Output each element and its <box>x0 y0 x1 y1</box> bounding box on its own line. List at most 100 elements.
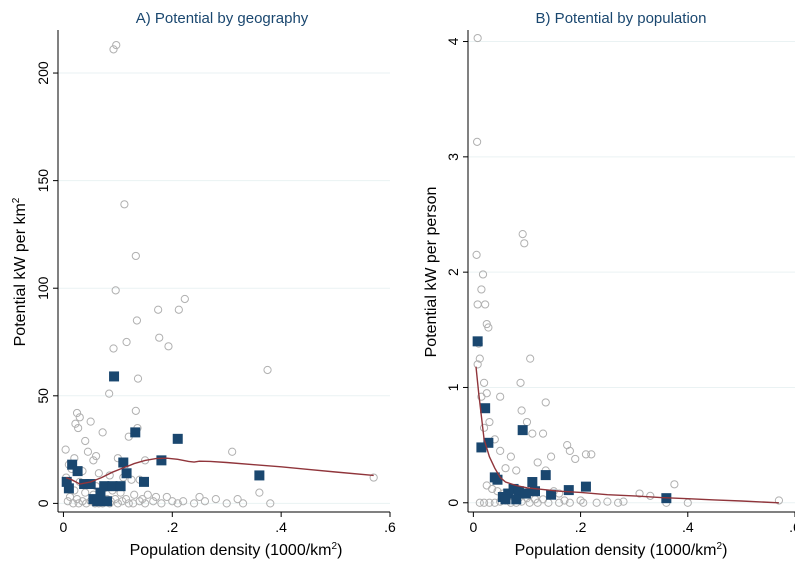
scatter-point <box>149 497 158 506</box>
scatter-point <box>473 33 482 43</box>
scatter-point <box>112 40 121 50</box>
highlight-square <box>530 486 541 497</box>
highlight-square <box>67 459 78 470</box>
scatter-point <box>109 344 118 353</box>
highlight-square <box>107 481 118 492</box>
y-tick-label: 0 <box>445 499 461 507</box>
scatter-point <box>81 436 90 446</box>
highlight-square <box>172 433 183 444</box>
panel-b-y-axis-label: Potential kW per person <box>423 187 440 358</box>
highlight-square <box>517 425 528 436</box>
scatter-point <box>155 333 164 342</box>
highlight-square <box>79 479 90 490</box>
scatter-point <box>555 498 564 507</box>
scatter-point <box>485 417 494 427</box>
scatter-point <box>488 484 497 494</box>
scatter-point <box>472 250 481 259</box>
scatter-point <box>774 496 784 505</box>
scatter-point <box>120 200 129 209</box>
scatter-point <box>162 492 171 502</box>
y-tick-label: 200 <box>35 61 51 85</box>
highlight-square <box>520 488 531 499</box>
scatter-point <box>200 497 210 506</box>
highlight-square <box>546 489 557 500</box>
scatter-point <box>61 445 70 454</box>
scatter-point <box>130 490 139 499</box>
panel-a-y-ticks: 0 50 100 150 200 <box>35 61 58 507</box>
scatter-point <box>517 406 526 415</box>
y-tick-label: 50 <box>35 388 51 404</box>
y-tick-label: 3 <box>445 153 461 161</box>
panel-b: B) Potential by population 0 .2 .4 .6 0 1 2 3 4… <box>423 10 795 559</box>
scatter-point <box>506 452 515 461</box>
scatter-point <box>484 323 493 332</box>
scatter-point <box>571 454 580 464</box>
scatter-point <box>369 473 378 482</box>
highlight-square <box>118 457 129 468</box>
fit-line <box>65 457 374 485</box>
highlight-square <box>63 483 74 494</box>
highlight-square <box>61 476 72 487</box>
panel-b-points <box>472 33 784 507</box>
scatter-point <box>94 469 103 478</box>
scatter-point <box>238 499 248 508</box>
scatter-point <box>180 294 189 304</box>
highlight-square <box>156 455 167 466</box>
scatter-point <box>479 498 489 507</box>
highlight-square <box>563 485 574 496</box>
highlight-square <box>72 466 83 477</box>
scatter-point <box>211 494 220 504</box>
scatter-point <box>493 487 502 496</box>
scatter-point <box>157 499 166 508</box>
scatter-point <box>565 498 574 507</box>
scatter-point <box>131 406 140 415</box>
x-tick-label: 0 <box>469 519 477 535</box>
panel-a-grid <box>58 72 390 504</box>
scatter-point <box>526 354 535 363</box>
scatter-point <box>646 491 655 500</box>
scatter-point <box>164 342 173 351</box>
scatter-point <box>546 452 556 461</box>
highlight-square <box>115 481 126 492</box>
scatter-point <box>613 498 623 507</box>
x-tick-label: .2 <box>166 519 178 535</box>
scatter-point <box>195 492 204 502</box>
highlight-square <box>99 481 110 492</box>
highlight-square <box>508 483 519 494</box>
highlight-square <box>109 371 120 382</box>
scatter-point <box>490 498 499 507</box>
highlight-square <box>130 427 141 438</box>
scatter-point <box>263 365 272 375</box>
scatter-point <box>479 423 489 432</box>
y-tick-label: 1 <box>445 383 461 391</box>
scatter-point <box>173 499 182 508</box>
panel-a: A) Potential by geography 0 .2 .4 .6 0 50 100… <box>11 10 396 559</box>
scatter-point <box>587 450 596 459</box>
scatter-point <box>140 499 150 508</box>
y-tick-label: 4 <box>445 37 461 45</box>
panel-b-axes <box>467 30 795 513</box>
scatter-point <box>86 417 95 426</box>
scatter-point <box>538 429 548 438</box>
x-tick-label: 0 <box>60 519 68 535</box>
scatter-point <box>619 497 628 506</box>
scatter-point <box>565 446 574 455</box>
scatter-point <box>71 419 80 428</box>
x-tick-label: .6 <box>789 519 795 535</box>
scatter-point <box>111 286 120 295</box>
scatter-point <box>151 492 161 502</box>
scatter-point <box>109 45 118 54</box>
scatter-point <box>477 285 486 294</box>
highlight-square <box>513 486 524 497</box>
scatter-point <box>89 456 98 465</box>
scatter-point <box>131 251 140 261</box>
highlight-square <box>480 403 491 414</box>
highlight-square <box>500 494 511 505</box>
scatter-point <box>635 489 644 498</box>
panel-b-title: B) Potential by population <box>536 10 707 27</box>
panel-a-x-ticks: 0 .2 .4 .6 <box>60 512 396 535</box>
highlight-square <box>121 468 132 479</box>
highlight-square <box>540 470 551 481</box>
highlight-square <box>254 470 265 481</box>
